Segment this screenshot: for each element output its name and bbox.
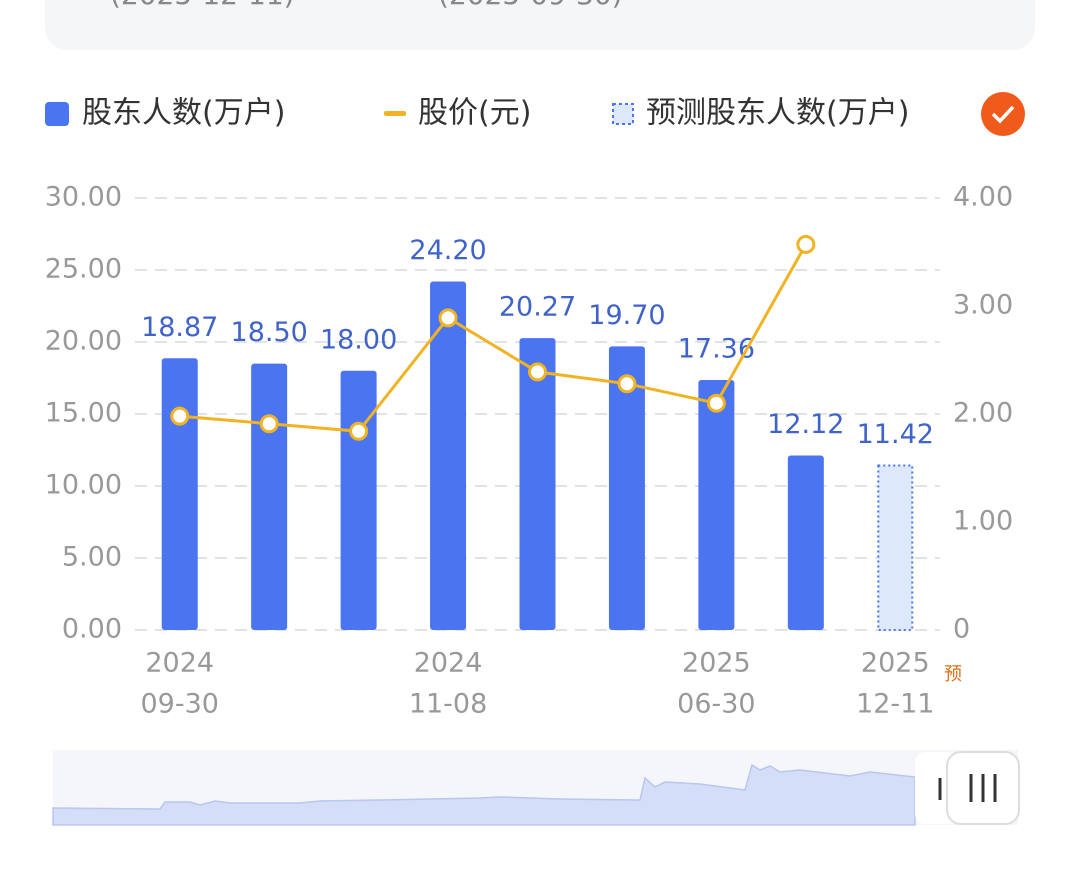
value-label: 19.70 (588, 300, 665, 331)
bar (519, 338, 556, 630)
value-label: 24.20 (409, 235, 486, 266)
bar (698, 380, 735, 630)
value-label: 18.87 (141, 312, 218, 343)
legend-label[interactable]: 预测股东人数(万户) (646, 96, 909, 131)
price-point (259, 414, 279, 434)
y2-tick-label: 1.00 (953, 506, 1013, 537)
y2-tick-label: 2.00 (953, 398, 1013, 429)
check-toggle[interactable] (981, 92, 1025, 136)
y-tick-label: 25.00 (45, 254, 122, 285)
summary-card (45, 0, 1035, 50)
price-point (706, 393, 726, 413)
bar (251, 363, 288, 630)
price-point (349, 421, 369, 441)
price-point (617, 374, 637, 394)
price-point (796, 234, 816, 254)
y-tick-label: 10.00 (45, 470, 122, 501)
x-tick-label: 06-30 (677, 689, 755, 720)
y-tick-label: 0.00 (62, 614, 122, 645)
x-tick-label: 2025 (682, 648, 751, 679)
bar (608, 346, 645, 630)
bar (340, 370, 377, 630)
price-point (438, 308, 458, 328)
x-tick-label: 2024 (414, 648, 483, 679)
card-date: (2025-09-30) (438, 0, 623, 11)
legend-swatch (612, 103, 634, 125)
navigator-area (52, 763, 916, 826)
price-line (179, 243, 808, 433)
check-icon (991, 105, 1015, 124)
x-tick-label: 2025 (861, 648, 930, 679)
y2-tick-label: 0 (953, 614, 970, 645)
legend-label[interactable]: 股价(元) (418, 96, 531, 131)
y-tick-label: 5.00 (62, 542, 122, 573)
value-label: 11.42 (857, 419, 934, 450)
value-label: 17.36 (678, 334, 755, 365)
legend-swatch (45, 102, 69, 126)
y-tick-label: 15.00 (45, 398, 122, 429)
y2-tick-label: 4.00 (953, 182, 1013, 213)
x-tick-label: 09-30 (140, 689, 218, 720)
legend-swatch (384, 111, 406, 116)
price-point (528, 362, 547, 382)
value-label: 18.00 (320, 324, 397, 355)
forecast-marker: 预 (944, 664, 962, 685)
y-tick-label: 30.00 (45, 182, 122, 213)
card-date: (2025-12-11) (110, 0, 295, 11)
value-label: 18.50 (231, 317, 308, 348)
value-label: 12.12 (767, 409, 844, 440)
x-tick-label: 12-11 (856, 689, 934, 720)
y2-tick-label: 3.00 (953, 290, 1013, 321)
bar (787, 455, 824, 630)
bar (430, 281, 467, 630)
x-tick-label: 2024 (145, 648, 214, 679)
x-tick-label: 11-08 (409, 689, 487, 720)
legend-label[interactable]: 股东人数(万户) (82, 96, 285, 131)
handle-grip (969, 774, 997, 802)
bar (161, 358, 198, 630)
value-label: 20.27 (499, 292, 576, 323)
forecast-bar (877, 464, 914, 631)
y-tick-label: 20.00 (45, 326, 122, 357)
price-point (170, 406, 190, 426)
